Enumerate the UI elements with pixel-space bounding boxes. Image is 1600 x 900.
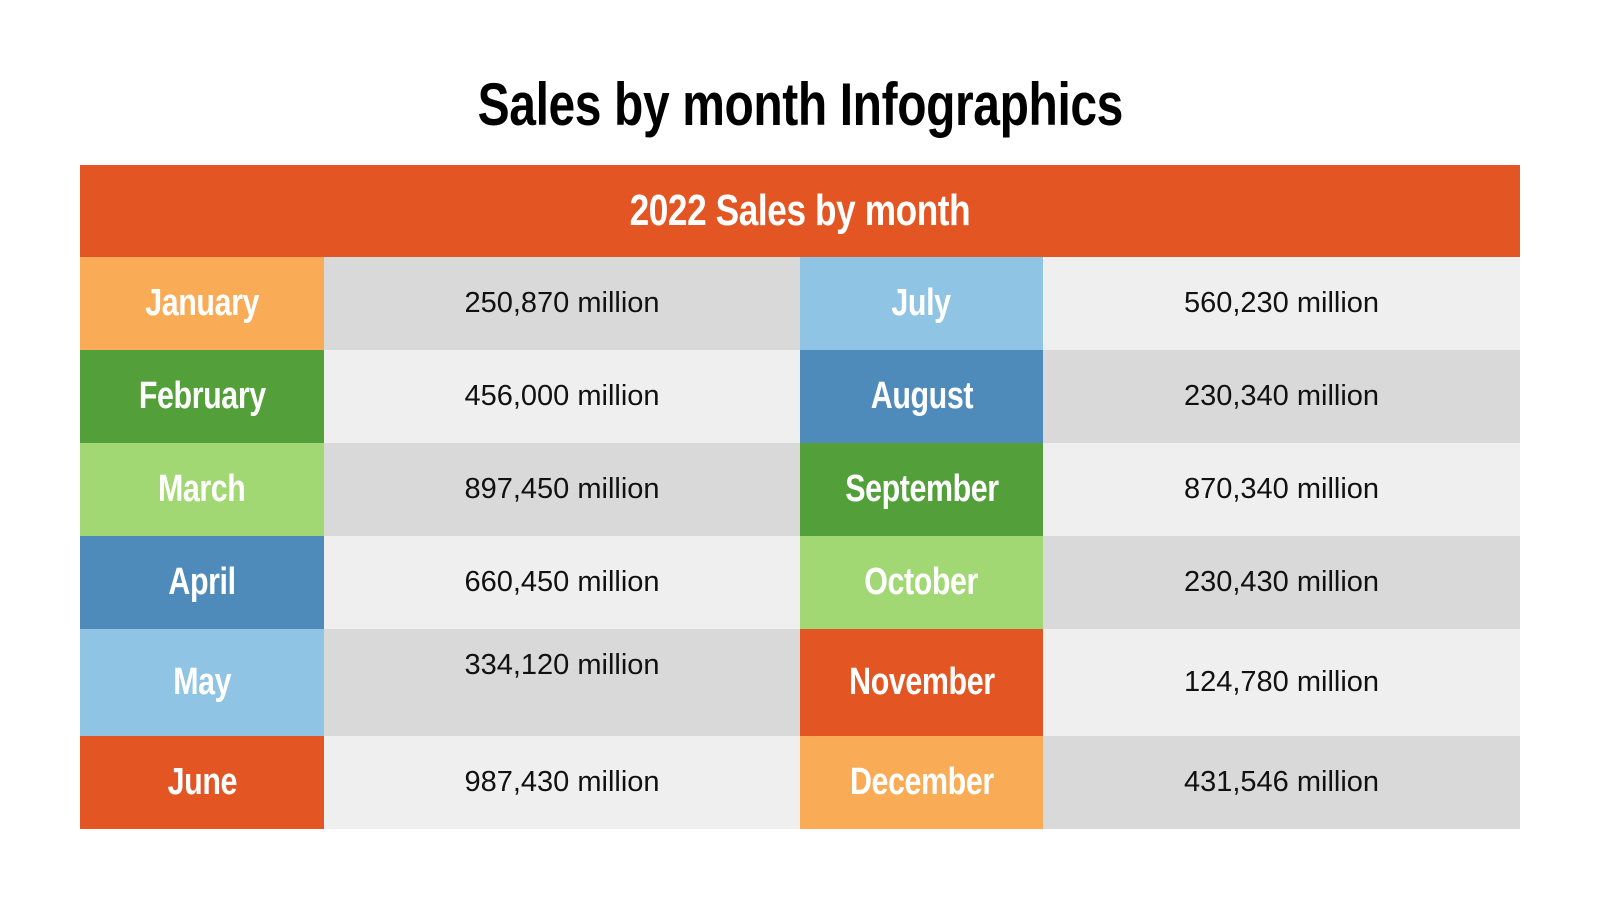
sales-value: 456,000 million xyxy=(324,350,800,443)
month-label: December xyxy=(849,761,994,803)
month-label: October xyxy=(864,561,979,603)
month-cell: June xyxy=(80,736,324,829)
month-cell: March xyxy=(80,443,324,536)
sales-value: 660,450 million xyxy=(324,536,800,629)
table-row: May 334,120 million November 124,780 millio… xyxy=(80,629,1520,736)
sales-value: 334,120 million xyxy=(324,629,800,736)
table-header: 2022 Sales by month xyxy=(80,165,1520,257)
month-cell: August xyxy=(800,350,1043,443)
sales-table: 2022 Sales by month January 250,870 milli… xyxy=(80,165,1520,829)
month-label: February xyxy=(138,375,266,417)
month-label: March xyxy=(158,468,246,510)
sales-value: 870,340 million xyxy=(1043,443,1520,536)
month-cell: January xyxy=(80,257,324,350)
sales-value: 124,780 million xyxy=(1043,629,1520,736)
page-title: Sales by month Infographics xyxy=(477,71,1123,138)
month-label: November xyxy=(848,661,995,703)
sales-value: 987,430 million xyxy=(324,736,800,829)
month-cell: May xyxy=(80,629,324,736)
month-cell: July xyxy=(800,257,1043,350)
sales-value: 250,870 million xyxy=(324,257,800,350)
sales-value: 897,450 million xyxy=(324,443,800,536)
sales-value: 230,430 million xyxy=(1043,536,1520,629)
month-cell: September xyxy=(800,443,1043,536)
month-cell: November xyxy=(800,629,1043,736)
month-label: June xyxy=(167,761,237,803)
month-label: September xyxy=(844,468,999,510)
month-label: April xyxy=(168,561,236,603)
month-label: May xyxy=(173,661,231,703)
month-label: January xyxy=(145,282,259,324)
table-row: January 250,870 million July 560,230 millio… xyxy=(80,257,1520,350)
table-row: March 897,450 million September 870,340 mil… xyxy=(80,443,1520,536)
table-row: April 660,450 million October 230,430 milli… xyxy=(80,536,1520,629)
month-cell: December xyxy=(800,736,1043,829)
month-cell: April xyxy=(80,536,324,629)
month-label: August xyxy=(870,375,973,417)
month-cell: February xyxy=(80,350,324,443)
sales-value: 560,230 million xyxy=(1043,257,1520,350)
sales-value: 230,340 million xyxy=(1043,350,1520,443)
month-cell: October xyxy=(800,536,1043,629)
month-label: July xyxy=(891,282,952,324)
sales-value: 431,546 million xyxy=(1043,736,1520,829)
table-row: February 456,000 million August 230,340 mil… xyxy=(80,350,1520,443)
table-row: June 987,430 million December 431,546 milli… xyxy=(80,736,1520,829)
